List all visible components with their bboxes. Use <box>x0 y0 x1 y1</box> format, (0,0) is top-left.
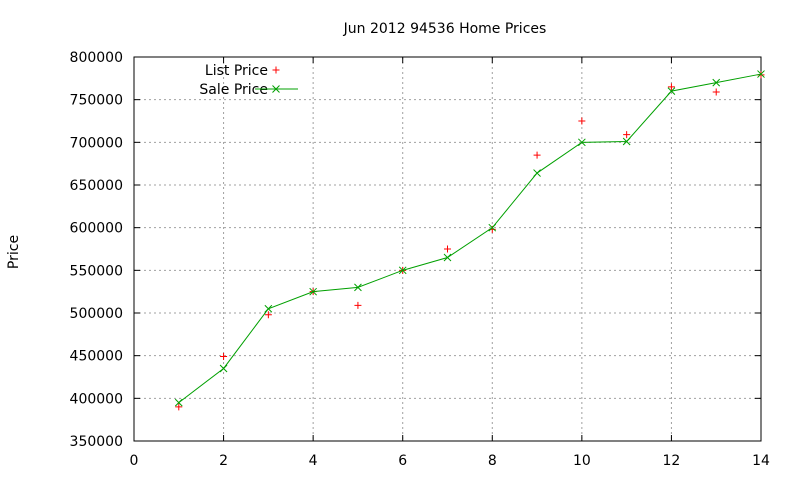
x-tick-label: 6 <box>398 453 407 469</box>
data-point <box>174 398 183 407</box>
y-tick-label: 800000 <box>70 50 123 66</box>
data-point <box>175 403 183 411</box>
data-point <box>667 83 675 91</box>
x-tick-label: 12 <box>663 453 681 469</box>
data-point <box>488 223 497 232</box>
legend-marker <box>272 66 280 74</box>
y-tick-label: 400000 <box>70 391 123 407</box>
data-point <box>757 70 765 78</box>
series-layer <box>174 70 765 411</box>
data-point <box>533 169 541 177</box>
legend-label: List Price <box>205 63 268 79</box>
legend: List Price Sale Price <box>199 63 298 98</box>
data-point <box>533 151 541 159</box>
data-point <box>623 131 631 139</box>
legend-label: Sale Price <box>199 82 268 98</box>
data-point <box>354 301 362 309</box>
data-point <box>220 353 228 361</box>
data-point <box>712 78 721 87</box>
data-point <box>578 117 586 125</box>
plot-frame <box>133 56 762 442</box>
data-point <box>264 311 272 319</box>
data-point <box>309 287 317 296</box>
data-point <box>354 283 362 292</box>
data-point <box>622 137 631 146</box>
series-line <box>178 73 762 403</box>
y-axis-label: Price <box>6 235 22 269</box>
series-sale-price <box>174 70 765 407</box>
data-point <box>667 87 676 95</box>
x-tick-label: 4 <box>309 453 318 469</box>
y-tick-label: 500000 <box>70 306 123 322</box>
y-tick-label: 650000 <box>70 178 123 194</box>
x-tick-label: 2 <box>219 453 228 469</box>
y-tick-label: 550000 <box>70 263 123 279</box>
data-point <box>443 253 452 262</box>
data-point <box>219 364 228 373</box>
y-tick-label: 600000 <box>70 221 123 237</box>
x-tick-label: 8 <box>488 453 497 469</box>
data-point <box>398 266 407 275</box>
grid-lines <box>134 57 761 441</box>
chart-title: Jun 2012 94536 Home Prices <box>343 21 547 37</box>
data-point <box>264 304 273 313</box>
data-point <box>712 88 720 96</box>
series-list-price <box>175 71 765 411</box>
x-tick-label: 14 <box>752 453 770 469</box>
y-tick-label: 700000 <box>70 135 123 151</box>
x-tick-label: 10 <box>573 453 591 469</box>
x-tick-label: 0 <box>130 453 139 469</box>
data-point <box>578 138 586 147</box>
legend-marker <box>272 85 280 93</box>
data-point <box>444 245 451 253</box>
y-tick-label: 350000 <box>70 434 123 450</box>
axis-ticks: 0 2 4 6 8 10 12 14 350000 400000 450000 500000 55000… <box>70 50 770 469</box>
y-tick-label: 450000 <box>70 349 123 365</box>
y-tick-label: 750000 <box>70 93 123 109</box>
